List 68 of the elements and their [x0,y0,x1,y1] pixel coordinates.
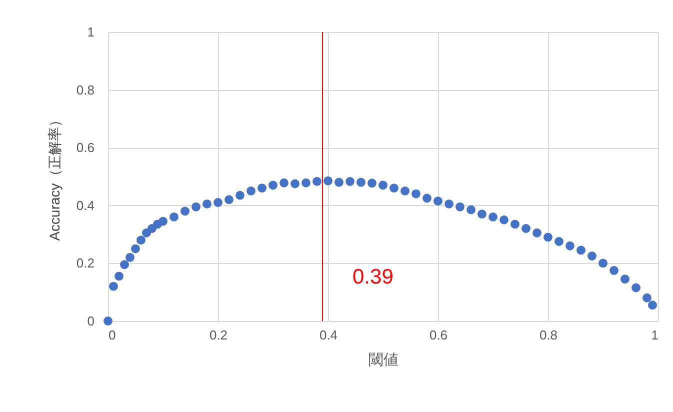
y-tick-label: 0.8 [76,82,94,98]
point [620,274,630,284]
point [400,186,410,196]
point [478,210,486,219]
x-tick-label: 0.8 [539,328,558,342]
point [346,176,354,186]
point [224,195,234,204]
point [104,316,112,326]
y-axis-title: Accuracy（正解率） [46,113,62,241]
x-tick-label: 0.4 [319,328,338,342]
point [544,232,552,242]
point [126,252,134,262]
point [422,194,432,203]
point [576,246,586,255]
point [114,272,124,281]
point [588,252,596,260]
point [170,212,178,222]
x-tick-label: 1 [651,328,658,342]
point [136,236,146,245]
point [131,244,140,254]
point [158,216,168,226]
point [648,300,657,310]
x-tick-label: 0.2 [209,328,228,342]
x-axis-title: 閾値 [368,352,398,368]
point [444,199,454,208]
point [554,237,564,246]
point [236,190,244,200]
point [280,178,288,188]
point [202,199,212,208]
point [312,176,322,186]
x-tick-label: 0.6 [429,328,448,342]
point [109,282,118,291]
point [302,178,310,188]
point [258,184,266,193]
point [532,228,542,238]
point [434,196,442,206]
point [510,220,520,229]
point [598,258,608,268]
point [214,198,222,207]
point [356,178,366,187]
point [268,180,278,190]
y-tick-label: 0.6 [76,140,94,156]
point [334,178,344,187]
point [456,202,464,212]
x-tick-label: 0 [108,328,116,342]
point [192,202,200,212]
point [566,241,574,250]
y-tick-label: 1 [87,24,94,40]
point [180,206,190,216]
point [610,266,618,275]
point [522,224,530,233]
point [466,205,476,214]
point [488,212,498,222]
point [378,180,388,190]
point [324,176,332,186]
y-tick-label: 0 [87,314,94,328]
ref-line-label: 0.39 [352,266,394,289]
point [290,179,300,188]
point [412,189,420,198]
point [120,260,129,270]
point [246,186,256,196]
point [642,293,652,302]
point [632,283,640,292]
point [390,184,398,193]
point [500,215,508,224]
y-tick-label: 0.4 [76,198,94,213]
y-tick-label: 0.2 [76,256,94,271]
point [368,178,376,188]
